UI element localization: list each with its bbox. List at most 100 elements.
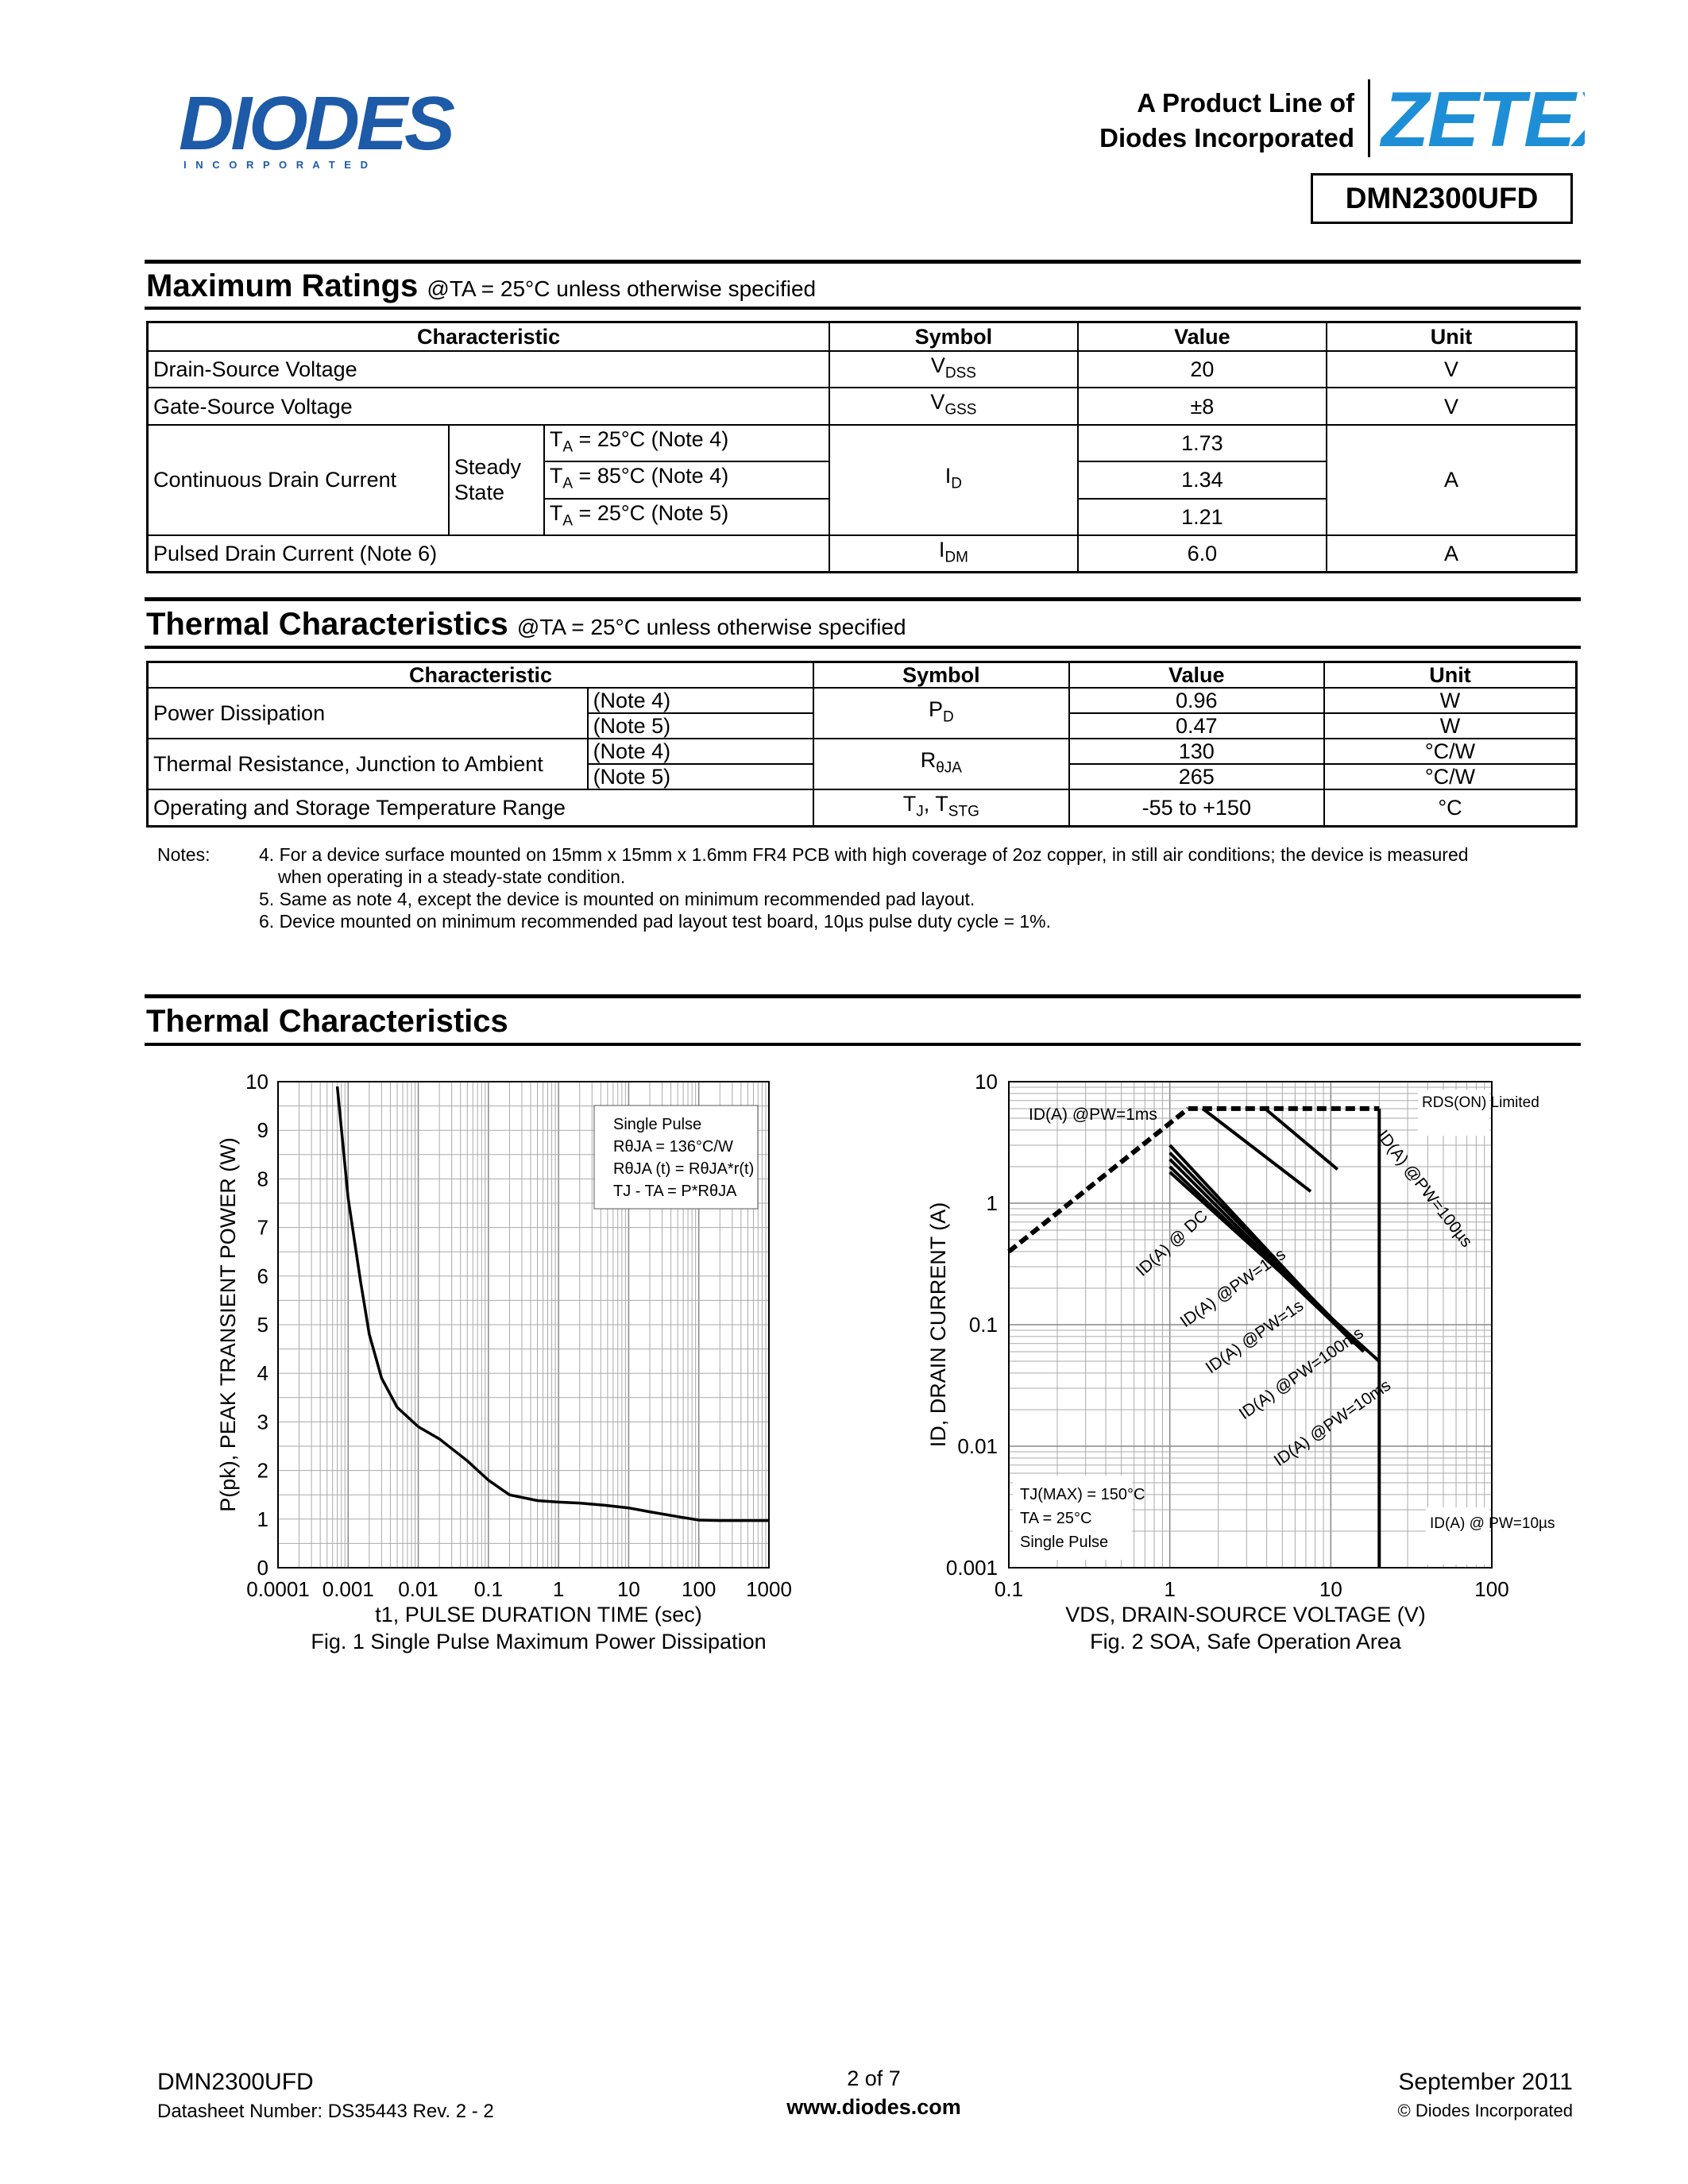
cell-char: Thermal Resistance, Junction to Ambient bbox=[146, 738, 589, 790]
fig2-plot-frame bbox=[1008, 1081, 1493, 1569]
fig1-power-curve bbox=[335, 1086, 769, 1522]
table-row: Pulsed Drain Current (Note 6) IDM 6.0 A bbox=[146, 534, 1578, 573]
rule-charts-bottom bbox=[145, 1043, 1581, 1046]
fig1-y-tick-label: 2 bbox=[257, 1459, 268, 1483]
cell-char: Power Dissipation bbox=[146, 687, 589, 739]
cell-unit: W bbox=[1323, 687, 1578, 714]
fig1-x-tick-label: 1000 bbox=[746, 1577, 792, 1601]
cell-char: Continuous Drain Current bbox=[146, 423, 450, 536]
cell-value: ±8 bbox=[1076, 387, 1328, 426]
fig2-xlabel: VDS, DRAIN-SOURCE VOLTAGE (V) bbox=[1065, 1603, 1426, 1626]
thermal-subtitle: @TA = 25°C unless otherwise specified bbox=[516, 615, 906, 639]
fig2-y-tick-label: 10 bbox=[975, 1072, 998, 1094]
fig1-legend-1: Single Pulse bbox=[613, 1116, 701, 1133]
fig1-y-tick-label: 8 bbox=[257, 1167, 268, 1190]
table-row: Gate-Source Voltage VGSS ±8 V bbox=[146, 387, 1578, 426]
cell-value: 0.96 bbox=[1068, 687, 1326, 714]
fig2-soa-chart: 0.001 0.01 0.1 1 10 0.1 1 10 100 TJ(MAX) = 150°… bbox=[926, 1072, 1555, 1653]
fig2-rdson-box bbox=[1418, 1090, 1489, 1136]
fig1-y-tick-label: 0 bbox=[257, 1556, 268, 1580]
fig1-xlabel: t1, PULSE DURATION TIME (sec) bbox=[375, 1603, 702, 1626]
cell-cond: TA = 25°C (Note 4) bbox=[543, 423, 831, 463]
fig1-x-tick-label: 0.01 bbox=[398, 1577, 438, 1601]
cell-value: 1.73 bbox=[1076, 423, 1328, 463]
table-header-row: Characteristic Symbol Value Unit bbox=[146, 661, 1578, 689]
cell-char: Operating and Storage Temperature Range bbox=[146, 789, 815, 828]
rule-thermal-bottom bbox=[145, 646, 1581, 649]
cell-unit: A bbox=[1326, 534, 1578, 573]
thermal-title: Thermal Characteristics bbox=[146, 607, 508, 642]
note-5: 5. Same as note 4, except the device is … bbox=[259, 889, 975, 909]
rule-max-top bbox=[145, 260, 1581, 264]
fig2-ylabel: ID, DRAIN CURRENT (A) bbox=[926, 1202, 950, 1448]
diodes-logo-subtext: I N C O R P O R A T E D bbox=[183, 159, 371, 171]
fig2-caption: Fig. 2 SOA, Safe Operation Area bbox=[1090, 1630, 1402, 1653]
zetex-logo-text: ZETEX bbox=[1379, 78, 1585, 157]
col-unit: Unit bbox=[1326, 321, 1578, 352]
table-row: Continuous Drain Current Steady State TA… bbox=[146, 423, 1578, 536]
diodes-logo-text: DIODES bbox=[179, 87, 455, 166]
part-number-box: DMN2300UFD bbox=[1311, 173, 1573, 224]
cell-value: 0.47 bbox=[1068, 712, 1326, 739]
notes-label: Notes: bbox=[157, 844, 211, 865]
fig1-x-tick-label: 0.0001 bbox=[246, 1577, 310, 1601]
cell-symbol: RθJA bbox=[813, 738, 1070, 790]
cell-unit: °C/W bbox=[1323, 763, 1578, 790]
cell-symbol: VGSS bbox=[829, 387, 1079, 426]
cell-value: -55 to +150 bbox=[1068, 789, 1326, 828]
col-symbol: Symbol bbox=[829, 321, 1079, 352]
note-4-cont: when operating in a steady-state conditi… bbox=[278, 866, 626, 887]
product-line-1: A Product Line of bbox=[1137, 88, 1354, 118]
product-line-2: Diodes Incorporated bbox=[1099, 123, 1354, 152]
cell-symbol: PD bbox=[813, 687, 1070, 739]
cell-note: (Note 4) bbox=[586, 687, 815, 714]
fig1-x-tick-label: 10 bbox=[617, 1577, 640, 1601]
fig2-series-line bbox=[1007, 1106, 1190, 1254]
cell-symbol: IDM bbox=[829, 534, 1079, 573]
fig2-series-label: ID(A) @PW=1ms bbox=[1029, 1106, 1157, 1124]
fig1-legend-2: RθJA = 136°C/W bbox=[613, 1138, 733, 1156]
table-row: (Note 5) 0.47 W bbox=[148, 712, 1578, 739]
cell-unit: W bbox=[1323, 712, 1578, 739]
fig1-y-tick-label: 10 bbox=[245, 1072, 268, 1094]
table-row: Operating and Storage Temperature Range … bbox=[146, 789, 1578, 828]
product-line-text: A Product Line of Diodes Incorporated bbox=[1033, 86, 1354, 156]
cell-unit: V bbox=[1326, 387, 1578, 426]
col-value: Value bbox=[1068, 661, 1326, 689]
cell-cond: TA = 25°C (Note 5) bbox=[543, 497, 831, 536]
table-header-row: Characteristic Symbol Value Unit bbox=[146, 321, 1578, 352]
note-6: 6. Device mounted on minimum recommended… bbox=[259, 911, 1052, 932]
zetex-logo: ZETEX bbox=[1379, 78, 1585, 157]
footer-copyright: © Diodes Incorporated bbox=[1397, 2101, 1573, 2120]
cell-char: Drain-Source Voltage bbox=[146, 349, 831, 389]
cell-value: 1.21 bbox=[1076, 497, 1328, 536]
cell-note: (Note 4) bbox=[586, 738, 815, 765]
fig2-10us-box bbox=[1426, 1507, 1489, 1565]
fig2-series-line bbox=[1201, 1107, 1312, 1193]
cell-symbol: TJ, TSTG bbox=[813, 789, 1070, 828]
fig1-power-dissipation-chart: 0 1 2 3 4 5 6 7 8 9 10 0.0001 0.001 0.01 0.1 1 10 100 100… bbox=[216, 1072, 792, 1653]
table-row: Power Dissipation (Note 4) PD 0.96 W bbox=[146, 687, 1578, 739]
footer-doc-number: Datasheet Number: DS35443 Rev. 2 - 2 bbox=[157, 2101, 494, 2122]
fig2-rdson-label: RDS(ON) Limited bbox=[1422, 1094, 1539, 1111]
fig2-series-line bbox=[1264, 1107, 1338, 1171]
cell-state: Steady State bbox=[447, 423, 545, 536]
cell-value: 20 bbox=[1076, 349, 1328, 389]
fig2-series-lines bbox=[1007, 1106, 1381, 1568]
fig1-caption: Fig. 1 Single Pulse Maximum Power Dissip… bbox=[311, 1630, 766, 1653]
fig2-x-tick-label: 100 bbox=[1474, 1577, 1508, 1601]
footer-url[interactable]: www.diodes.com bbox=[786, 2095, 961, 2119]
fig2-x-tick-label: 10 bbox=[1319, 1577, 1342, 1601]
cell-note: (Note 5) bbox=[586, 712, 815, 739]
fig2-x-ticks: 0.1 1 10 100 bbox=[995, 1577, 1509, 1601]
cell-cond: TA = 85°C (Note 4) bbox=[543, 461, 831, 500]
cell-unit: °C/W bbox=[1323, 738, 1578, 765]
fig2-y-tick-label: 1 bbox=[987, 1191, 998, 1215]
fig1-plot-frame bbox=[277, 1081, 770, 1569]
fig2-x-tick-label: 0.1 bbox=[995, 1577, 1023, 1601]
header-divider bbox=[1368, 79, 1370, 157]
max-ratings-heading: Maximum Ratings @TA = 25°C unless otherw… bbox=[146, 268, 816, 304]
cell-value: 6.0 bbox=[1076, 534, 1328, 573]
fig2-y-tick-label: 0.1 bbox=[969, 1313, 998, 1337]
fig1-y-tick-label: 3 bbox=[257, 1410, 268, 1433]
